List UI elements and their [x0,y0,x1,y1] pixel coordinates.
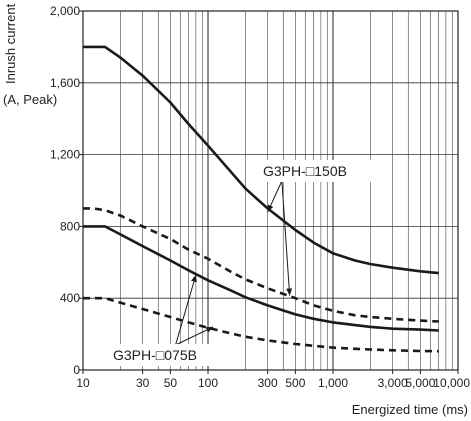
series-line-2-solid [83,225,439,332]
y-tick-label: 1,200 [50,148,80,162]
x-tick-label: 30 [136,376,150,390]
x-tick-label: 10,000 [433,376,470,390]
y-tick-labels: 0 400 800 1,200 1,600 2,000 [50,4,83,377]
x-tick-label: 1,000 [318,376,348,390]
y-tick-label: 800 [60,219,80,233]
plot-frame [82,10,459,371]
series-layer [83,45,439,353]
series-line-1-dashed [83,207,439,323]
x-axis-label: Energized time (ms) [352,402,468,417]
annotation-075b-arrow-dashed [175,326,214,346]
series-line-0-solid [83,45,439,275]
x-tick-label: 300 [258,376,278,390]
y-tick-label: 0 [73,363,80,377]
annotation-150b-arrow-dashed [281,180,293,296]
minor-grid [120,11,453,370]
x-tick-label: 500 [285,376,305,390]
x-tick-label: 5,000 [405,376,435,390]
y-tick-label: 2,000 [50,4,80,18]
annotation-150b-label: G3PH-□150B [263,163,347,179]
x-tick-label: 3,000 [378,376,408,390]
series-line-3-dashed [83,296,439,353]
annotation-075b-box [112,344,226,366]
y-tick-label: 1,600 [50,76,80,90]
x-tick-label: 50 [164,376,178,390]
annotation-075b-label: G3PH-□075B [113,347,197,363]
y-axis-unit: (A, Peak) [3,92,57,107]
x-tick-label: 100 [198,376,218,390]
annotation-150b-box [254,160,372,182]
annotation-150b-arrow-solid [267,180,283,213]
annotation-075b-arrow-solid [175,274,197,346]
y-axis-label: Inrush current [3,3,18,84]
x-tick-label: 10 [76,376,90,390]
major-grid [83,11,458,370]
y-tick-label: 400 [60,291,80,305]
annotation-layer [175,180,293,346]
